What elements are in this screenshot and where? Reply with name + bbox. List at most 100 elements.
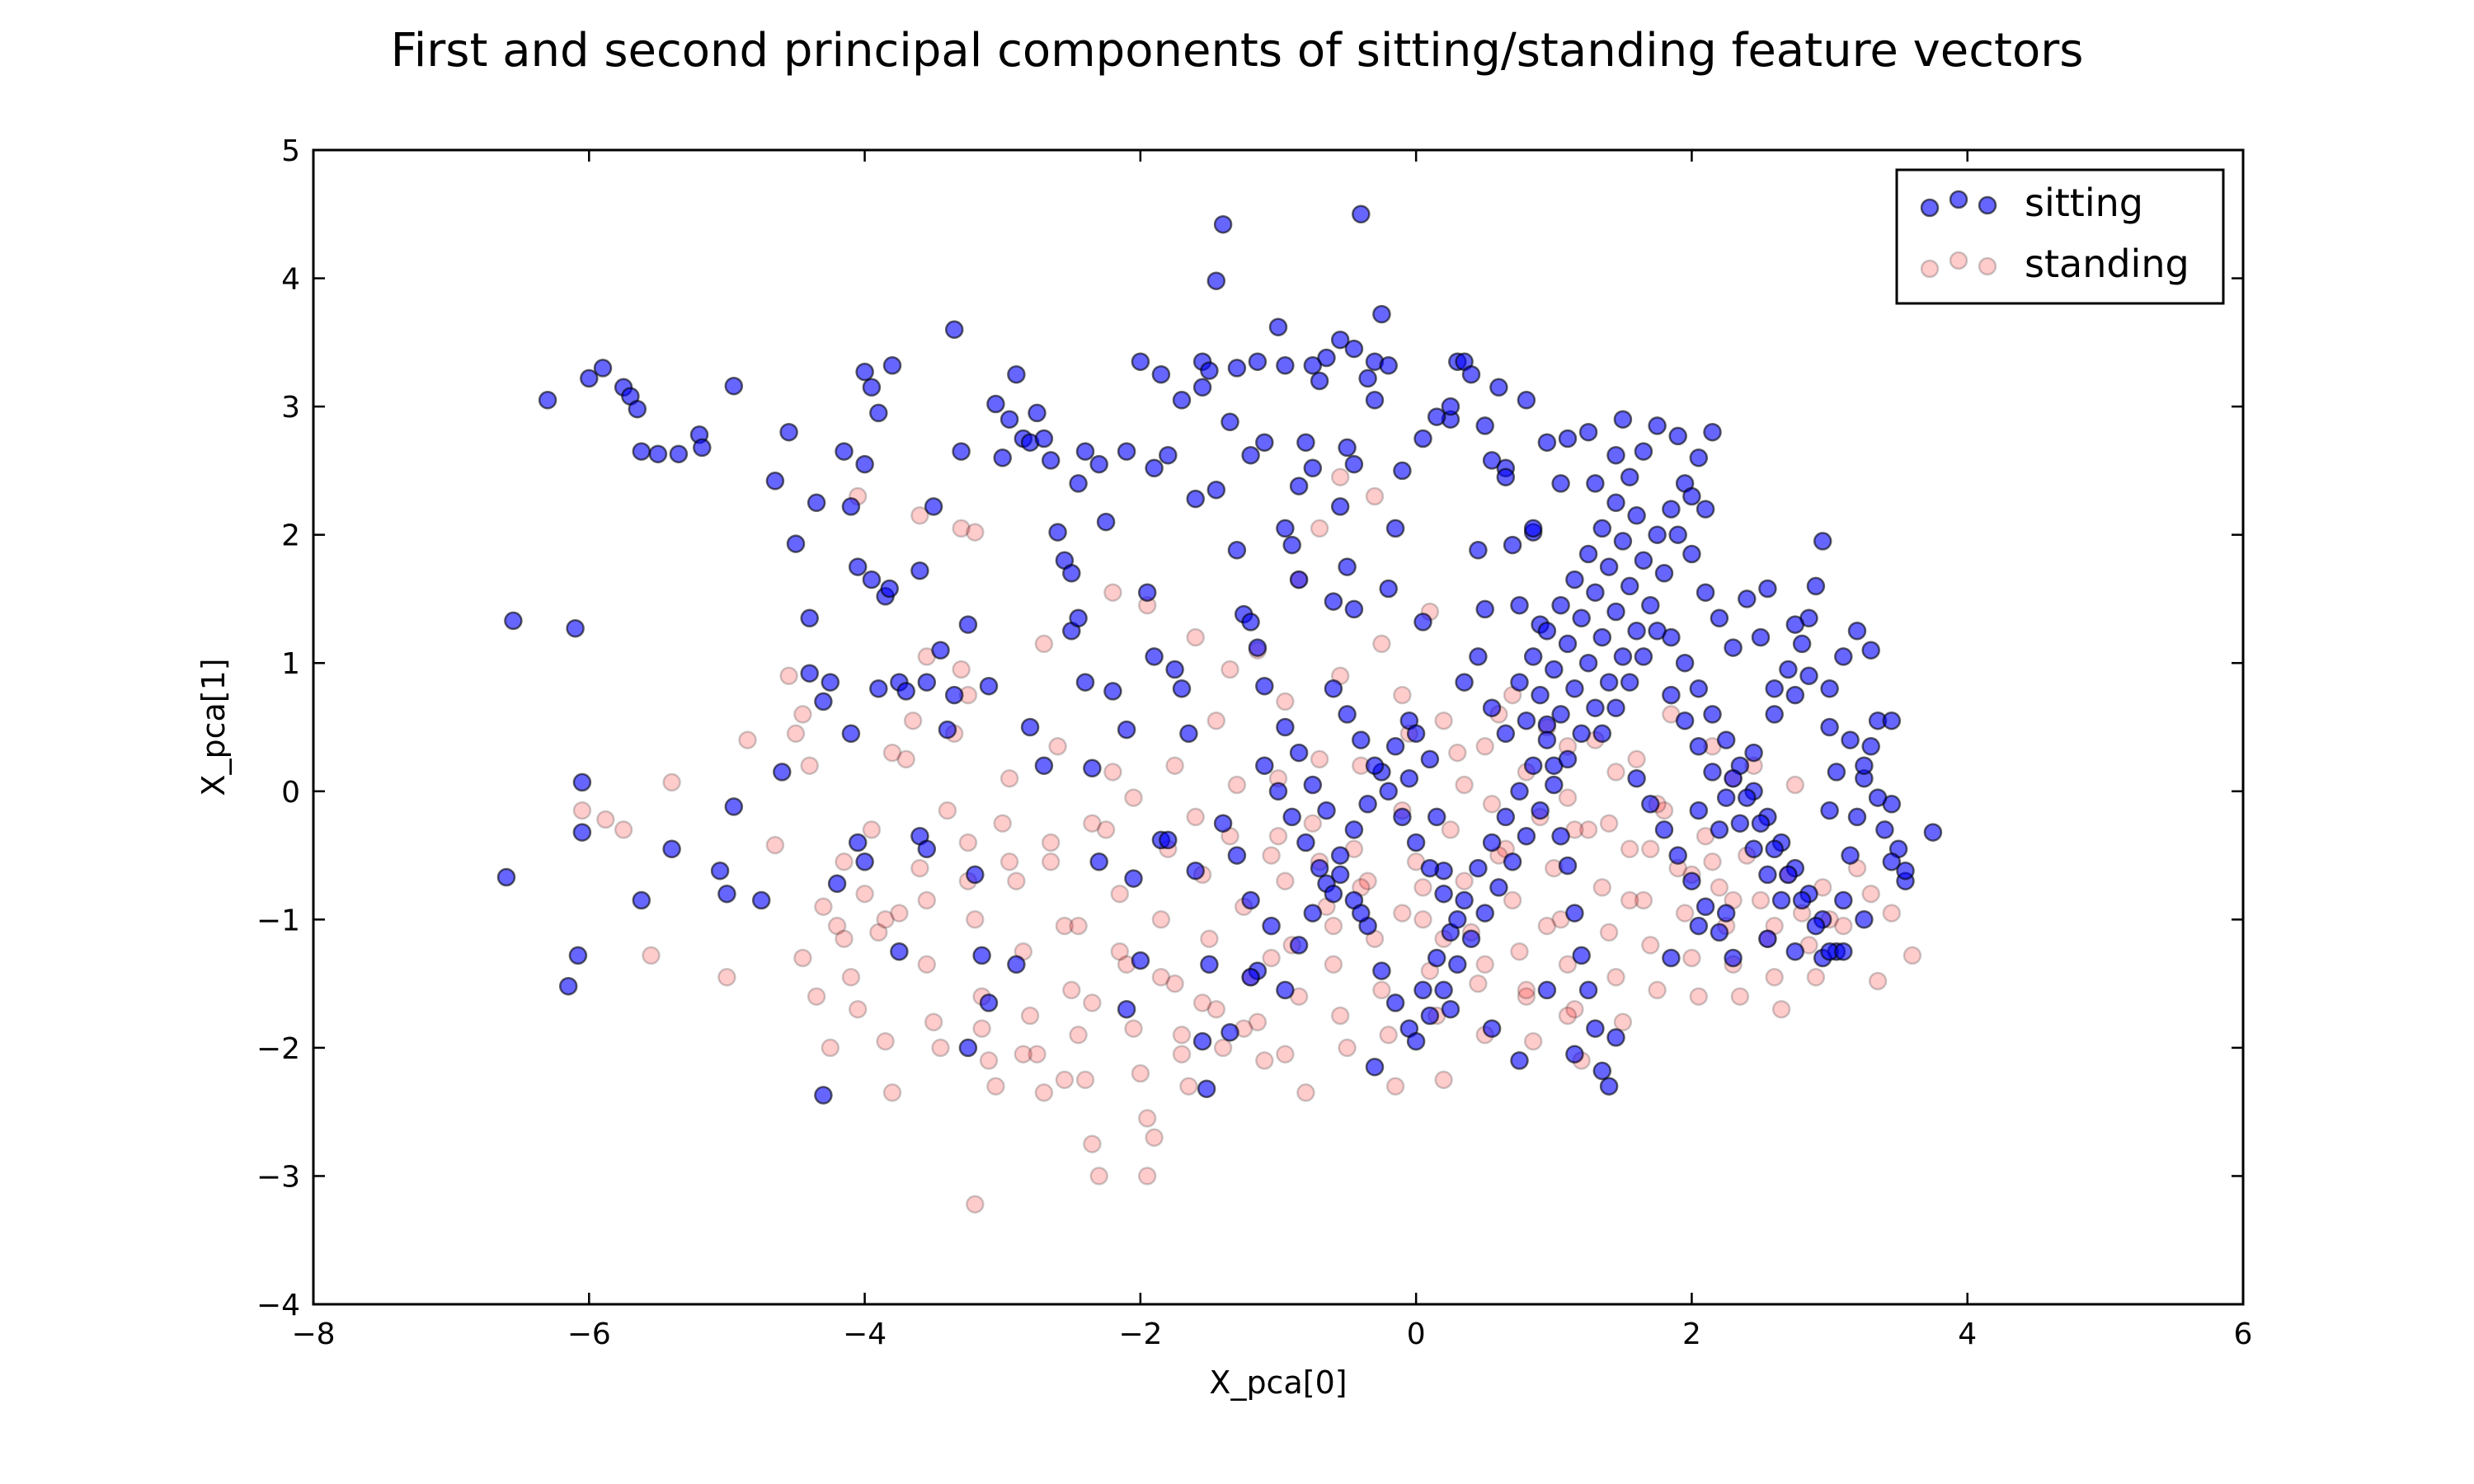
point-sitting	[1296, 433, 1315, 452]
point-standing	[917, 955, 937, 974]
point-sitting	[1503, 852, 1522, 871]
point-sitting	[1510, 673, 1529, 692]
point-sitting	[1303, 356, 1323, 375]
point-sitting	[1448, 910, 1467, 929]
point-standing	[1703, 852, 1722, 871]
point-sitting	[1172, 679, 1192, 698]
point-standing	[779, 666, 798, 686]
point-standing	[821, 1038, 840, 1058]
point-standing	[1365, 486, 1385, 506]
point-sitting	[986, 394, 1005, 414]
point-sitting	[1847, 807, 1867, 827]
point-standing	[1578, 820, 1598, 839]
point-sitting	[1545, 775, 1564, 795]
point-standing	[1014, 1045, 1033, 1064]
legend-dot	[1949, 251, 1968, 270]
point-sitting	[1545, 660, 1564, 679]
point-standing	[993, 814, 1012, 833]
point-sitting	[1689, 448, 1709, 467]
point-sitting	[1572, 608, 1591, 628]
point-standing	[966, 1195, 985, 1214]
point-sitting	[1262, 916, 1281, 936]
point-standing	[855, 884, 874, 904]
point-sitting	[1648, 416, 1667, 435]
point-standing	[1206, 711, 1226, 730]
point-standing	[1517, 980, 1536, 1000]
point-sitting	[1213, 214, 1233, 234]
point-standing	[1413, 878, 1432, 897]
point-sitting	[693, 438, 712, 458]
point-sitting	[1537, 622, 1557, 641]
point-sitting	[1724, 638, 1743, 657]
point-sitting	[1338, 705, 1357, 724]
point-sitting	[1634, 647, 1653, 666]
point-sitting	[717, 884, 736, 904]
point-sitting	[632, 890, 651, 910]
point-sitting	[1620, 467, 1639, 486]
point-sitting	[1482, 698, 1502, 717]
point-sitting	[1517, 391, 1536, 410]
point-sitting	[1344, 820, 1364, 839]
point-sitting	[1227, 846, 1247, 865]
point-sitting	[1083, 758, 1102, 778]
point-sitting	[1427, 948, 1446, 968]
point-sitting	[1586, 474, 1605, 493]
point-sitting	[1868, 788, 1888, 807]
point-sitting	[1096, 512, 1116, 532]
point-sitting	[1765, 839, 1784, 859]
point-sitting	[1200, 361, 1219, 380]
point-sitting	[1599, 557, 1619, 576]
point-sitting	[966, 865, 985, 885]
point-sitting	[1475, 904, 1494, 923]
point-sitting	[944, 320, 964, 340]
point-standing	[924, 1012, 943, 1032]
point-sitting	[1703, 763, 1722, 782]
point-standing	[910, 858, 929, 878]
point-sitting	[1248, 352, 1268, 371]
point-standing	[958, 833, 978, 852]
point-sitting	[1606, 445, 1625, 465]
point-sitting	[572, 773, 592, 792]
point-sitting	[1627, 506, 1646, 525]
y-tick-label: 1	[281, 647, 300, 681]
point-standing	[1103, 583, 1122, 602]
point-standing	[1517, 987, 1536, 1006]
point-sitting	[1882, 852, 1902, 871]
y-axis-label: X_pca[1]	[195, 658, 232, 796]
point-sitting	[1565, 1045, 1584, 1064]
point-sitting	[1496, 724, 1516, 744]
point-sitting	[1537, 980, 1557, 1000]
point-sitting	[1861, 641, 1880, 660]
point-sitting	[1317, 348, 1336, 368]
axis-ticks: −8 −6 −4 −2 0 2 4 6 −4 −3 −2 −1 0 1 2 3 4 5	[256, 134, 2253, 1351]
point-sitting	[1882, 711, 1902, 730]
point-standing	[814, 897, 833, 917]
point-sitting	[958, 615, 978, 634]
point-sitting	[1531, 801, 1550, 820]
point-sitting	[1365, 391, 1385, 410]
point-sitting	[1441, 397, 1460, 416]
point-sitting	[786, 534, 806, 553]
point-sitting	[800, 664, 819, 683]
point-sitting	[972, 946, 991, 965]
point-sitting	[1276, 980, 1295, 1000]
series-sitting	[496, 204, 1943, 1105]
point-standing	[1186, 627, 1205, 647]
point-sitting	[1758, 929, 1777, 948]
point-sitting	[1034, 756, 1054, 775]
point-standing	[1248, 1012, 1268, 1032]
point-sitting	[773, 763, 792, 782]
point-sitting	[1510, 782, 1529, 801]
point-sitting	[1710, 820, 1729, 839]
point-sitting	[1241, 968, 1260, 987]
point-standing	[1096, 820, 1116, 839]
point-sitting	[869, 403, 888, 423]
point-sitting	[1324, 679, 1343, 698]
point-standing	[1903, 946, 1922, 965]
point-standing	[1165, 756, 1184, 775]
point-sitting	[1875, 820, 1894, 839]
point-standing	[1083, 814, 1102, 833]
point-standing	[835, 929, 854, 948]
point-sitting	[855, 362, 874, 382]
point-standing	[614, 820, 633, 839]
